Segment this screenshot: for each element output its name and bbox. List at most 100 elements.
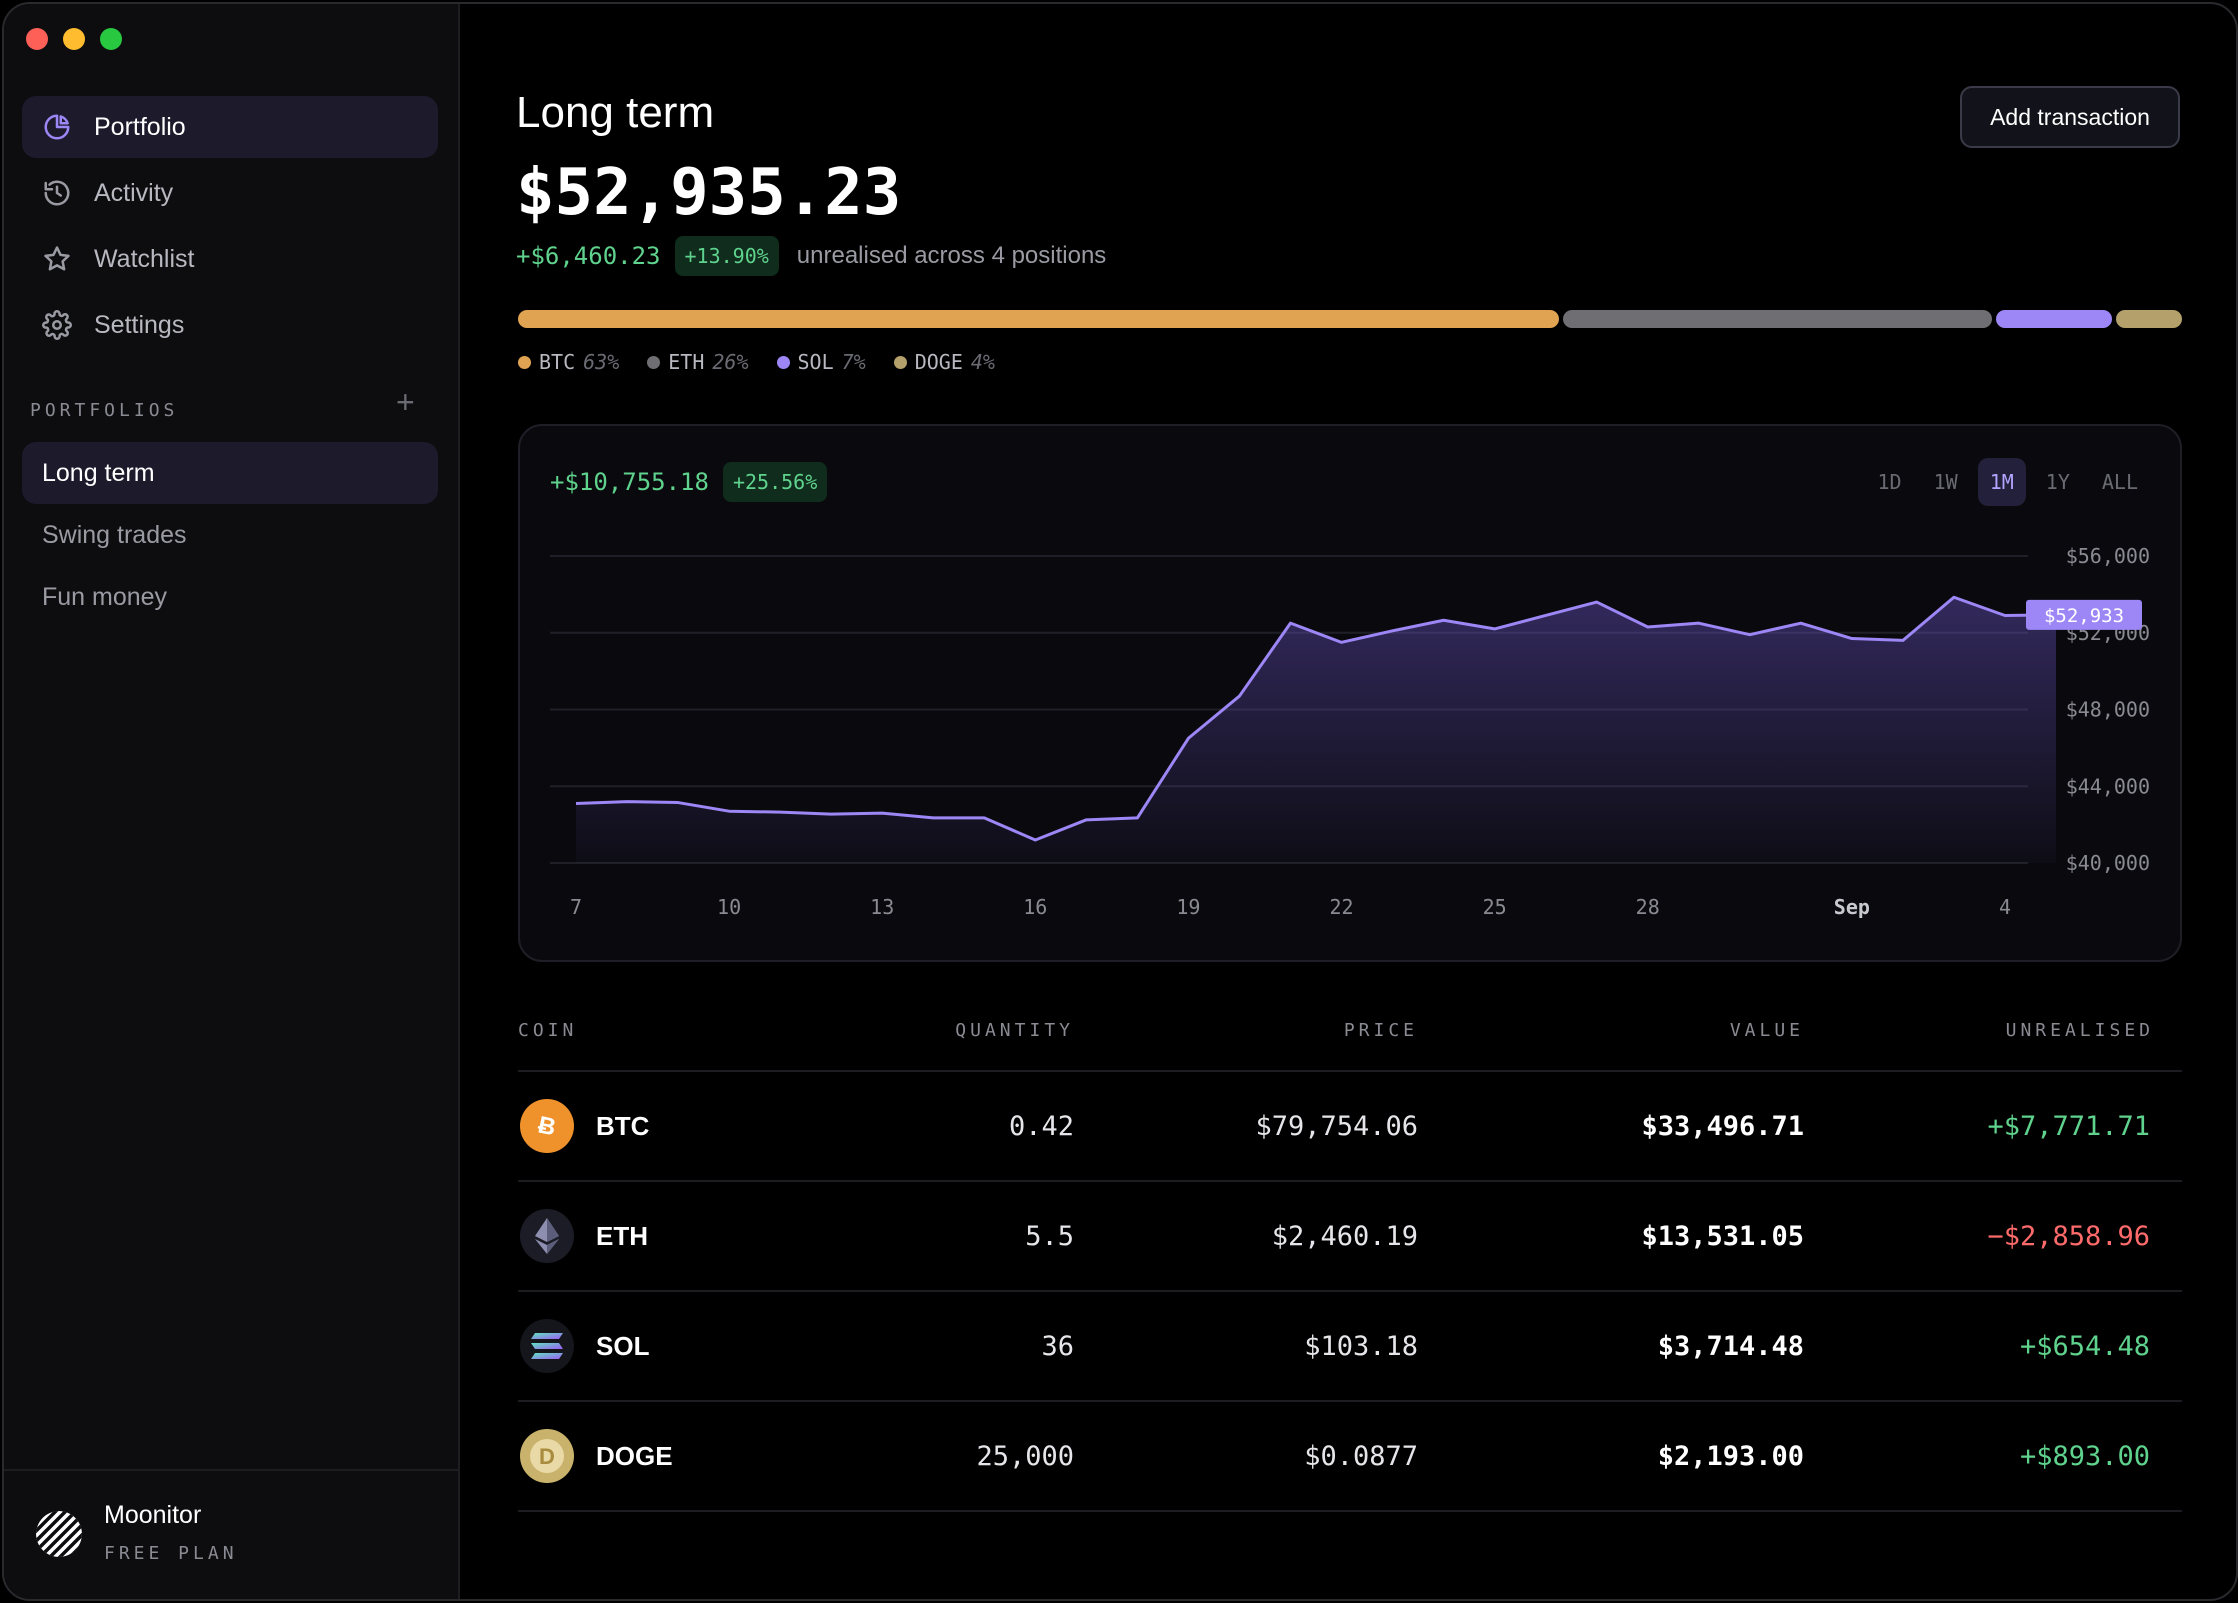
price-cell: $79,754.06 — [1255, 1110, 1418, 1142]
range-1y-button[interactable]: 1Y — [2045, 470, 2070, 494]
quantity-cell: 5.5 — [1025, 1220, 1074, 1252]
nav-item-settings[interactable]: Settings — [22, 294, 438, 356]
chart-gain-row: +$10,755.18 +25.56% — [550, 462, 828, 502]
range-1w-button[interactable]: 1W — [1933, 470, 1958, 494]
portfolio-label: Fun money — [42, 582, 168, 611]
portfolio-item-swing-trades[interactable]: Swing trades — [22, 504, 438, 566]
range-1d-button[interactable]: 1D — [1877, 470, 1902, 494]
coin-symbol: BTC — [596, 1110, 650, 1141]
portfolio-item-fun-money[interactable]: Fun money — [22, 566, 438, 628]
col-unrealised[interactable]: UNREALISED — [2005, 1020, 2154, 1041]
legend-dot — [776, 355, 790, 369]
x-tick-label: 16 — [1023, 895, 1047, 919]
table-row-sol[interactable]: SOL 36 $103.18 $3,714.48 +$654.48 — [518, 1292, 2182, 1402]
value-cell: $33,496.71 — [1641, 1110, 1804, 1142]
quantity-cell: 25,000 — [976, 1440, 1074, 1472]
portfolio-item-long-term[interactable]: Long term — [22, 442, 438, 504]
nav-item-activity[interactable]: Activity — [22, 162, 438, 224]
x-tick-label: Sep — [1834, 895, 1870, 919]
coin-symbol: ETH — [596, 1220, 648, 1251]
table-header: COIN QUANTITY PRICE VALUE UNREALISED — [518, 1000, 2182, 1072]
moonitor-logo-icon — [36, 1511, 82, 1557]
holdings-table: COIN QUANTITY PRICE VALUE UNREALISED Ƀ B… — [518, 1000, 2182, 1512]
allocation-segment-btc — [518, 310, 1559, 328]
dogecoin-icon: D — [520, 1429, 574, 1483]
legend-symbol: BTC — [539, 350, 576, 374]
nav-item-portfolio[interactable]: Portfolio — [22, 96, 438, 158]
coin-cell: SOL — [520, 1292, 649, 1400]
range-1m-button[interactable]: 1M — [1977, 458, 2026, 506]
add-transaction-button[interactable]: Add transaction — [1960, 86, 2180, 148]
coin-symbol: SOL — [596, 1330, 650, 1361]
maximize-window-button[interactable] — [100, 28, 122, 50]
nav-item-watchlist[interactable]: Watchlist — [22, 228, 438, 290]
legend-item-btc: BTC 63% — [518, 350, 619, 374]
portfolio-label: Swing trades — [42, 520, 187, 549]
add-portfolio-icon[interactable]: + — [396, 384, 415, 420]
unrealised-cell: +$7,771.71 — [1987, 1110, 2150, 1142]
svg-text:D: D — [539, 1444, 555, 1469]
current-value-badge — [2026, 599, 2142, 630]
legend-item-doge: DOGE 4% — [893, 350, 995, 374]
legend-percent: 7% — [841, 350, 866, 374]
col-value[interactable]: VALUE — [1729, 1020, 1804, 1041]
solana-icon — [520, 1319, 574, 1373]
legend-percent: 4% — [970, 350, 995, 374]
page-title: Long term — [516, 88, 715, 137]
chart-gain-percent-badge: +25.56% — [722, 462, 828, 502]
col-price[interactable]: PRICE — [1343, 1020, 1418, 1041]
allocation-segment-eth — [1562, 310, 1993, 328]
col-quantity[interactable]: QUANTITY — [955, 1020, 1074, 1041]
quantity-cell: 0.42 — [1008, 1110, 1074, 1142]
pie-chart-icon — [40, 110, 74, 144]
portfolio-gain-row: +$6,460.23 +13.90% unrealised across 4 p… — [516, 236, 1106, 276]
table-row-eth[interactable]: ETH 5.5 $2,460.19 $13,531.05 −$2,858.96 — [518, 1182, 2182, 1292]
table-row-btc[interactable]: Ƀ BTC 0.42 $79,754.06 $33,496.71 +$7,771… — [518, 1072, 2182, 1182]
value-cell: $3,714.48 — [1657, 1330, 1804, 1362]
y-tick-label: $40,000 — [2066, 851, 2150, 875]
svg-text:Ƀ: Ƀ — [536, 1111, 559, 1141]
allocation-bar — [518, 310, 2182, 328]
legend-percent: 63% — [583, 350, 620, 374]
coin-cell: Ƀ BTC — [520, 1072, 649, 1180]
x-tick-label: 19 — [1176, 895, 1200, 919]
close-window-button[interactable] — [26, 28, 48, 50]
x-tick-label: 25 — [1483, 895, 1507, 919]
unrealised-cell: −$2,858.96 — [1987, 1220, 2150, 1252]
y-tick-label: $56,000 — [2066, 544, 2150, 568]
legend-symbol: DOGE — [914, 350, 963, 374]
account-footer[interactable]: Moonitor FREE PLAN — [4, 1469, 458, 1599]
legend-item-eth: ETH 26% — [647, 350, 749, 374]
range-all-button[interactable]: ALL — [2101, 470, 2138, 494]
x-tick-label: 7 — [570, 895, 582, 919]
allocation-segment-doge — [2115, 310, 2182, 328]
chart-area-fill — [576, 597, 2056, 863]
time-range-selector: 1D 1W 1M 1Y ALL — [1866, 458, 2151, 506]
price-cell: $103.18 — [1304, 1330, 1418, 1362]
gain-amount: +$6,460.23 — [516, 242, 661, 270]
legend-dot — [893, 355, 907, 369]
ethereum-icon — [520, 1209, 574, 1263]
account-plan: FREE PLAN — [104, 1543, 238, 1564]
nav-label: Settings — [94, 310, 185, 339]
price-cell: $0.0877 — [1304, 1440, 1418, 1472]
coin-symbol: DOGE — [596, 1440, 673, 1471]
window-controls — [26, 28, 122, 50]
chart-card: +$10,755.18 +25.56% 1D 1W 1M 1Y ALL $56,… — [518, 424, 2182, 962]
coin-cell: D DOGE — [520, 1402, 673, 1510]
allocation-segment-sol — [1996, 310, 2112, 328]
table-row-doge[interactable]: D DOGE 25,000 $0.0877 $2,193.00 +$893.00 — [518, 1402, 2182, 1512]
nav-label: Activity — [94, 178, 174, 207]
value-cell: $2,193.00 — [1657, 1440, 1804, 1472]
x-tick-label: 13 — [870, 895, 894, 919]
coin-cell: ETH — [520, 1182, 648, 1290]
gain-percent-badge: +13.90% — [674, 236, 779, 276]
legend-dot — [647, 355, 661, 369]
allocation-legend: BTC 63% ETH 26% SOL 7% DOGE 4% — [518, 350, 995, 374]
legend-dot — [518, 355, 531, 369]
col-coin[interactable]: COIN — [518, 1020, 578, 1041]
sidebar: Portfolio Activity Watchlist Settings PO… — [4, 4, 460, 1599]
value-cell: $13,531.05 — [1641, 1220, 1804, 1252]
minimize-window-button[interactable] — [63, 28, 85, 50]
